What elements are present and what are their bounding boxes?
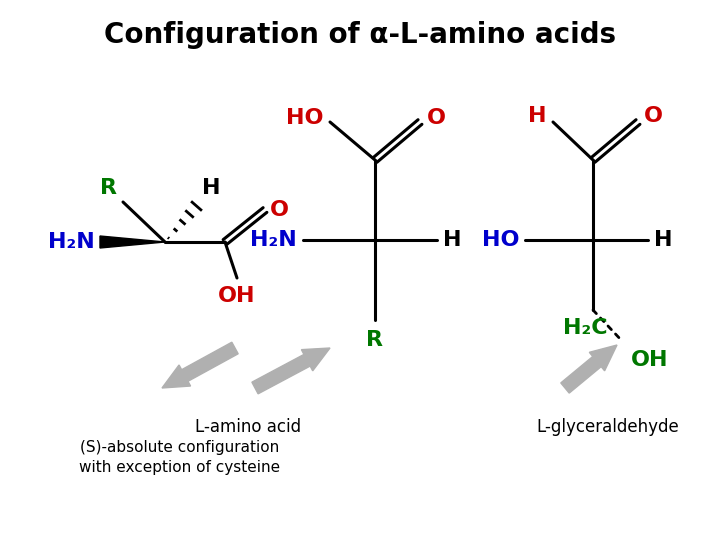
Polygon shape (162, 342, 238, 388)
Text: L-amino acid: L-amino acid (195, 418, 301, 436)
Text: R: R (100, 178, 117, 198)
Text: H₂N: H₂N (251, 230, 297, 250)
Text: HO: HO (286, 108, 323, 128)
Polygon shape (252, 348, 330, 394)
Text: H₂C: H₂C (563, 318, 607, 338)
Text: H: H (528, 106, 547, 126)
Text: OH: OH (218, 286, 256, 306)
Text: H: H (202, 178, 220, 198)
Text: H₂N: H₂N (48, 232, 95, 252)
Text: R: R (366, 330, 384, 350)
Text: (S)-absolute configuration
with exception of cysteine: (S)-absolute configuration with exceptio… (79, 440, 281, 475)
Text: O: O (270, 200, 289, 220)
Text: Configuration of α-L-amino acids: Configuration of α-L-amino acids (104, 21, 616, 49)
Text: L-glyceraldehyde: L-glyceraldehyde (536, 418, 680, 436)
Text: HO: HO (482, 230, 519, 250)
Text: H: H (443, 230, 462, 250)
Polygon shape (561, 345, 617, 393)
Text: H: H (654, 230, 672, 250)
Polygon shape (100, 236, 165, 248)
Text: OH: OH (631, 350, 668, 370)
Text: O: O (427, 108, 446, 128)
Text: O: O (644, 106, 663, 126)
